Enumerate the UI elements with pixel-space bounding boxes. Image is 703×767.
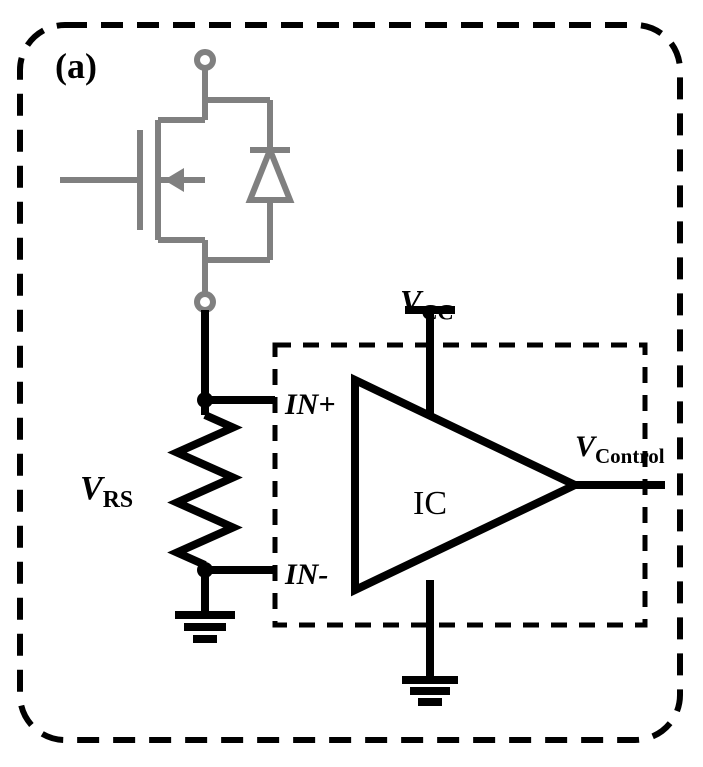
in-minus-label: IN- xyxy=(285,558,328,592)
circuit-diagram: (a) VRS VCC VControl IN+ IN- IC xyxy=(0,0,703,767)
vcc-label: VCC xyxy=(400,283,454,325)
vcontrol-label: VControl xyxy=(575,430,665,469)
vrs-label: VRS xyxy=(80,470,133,514)
in-plus-label: IN+ xyxy=(285,388,335,422)
ic-label: IC xyxy=(413,485,447,523)
panel-label: (a) xyxy=(55,45,97,87)
circuit-svg xyxy=(0,0,703,767)
